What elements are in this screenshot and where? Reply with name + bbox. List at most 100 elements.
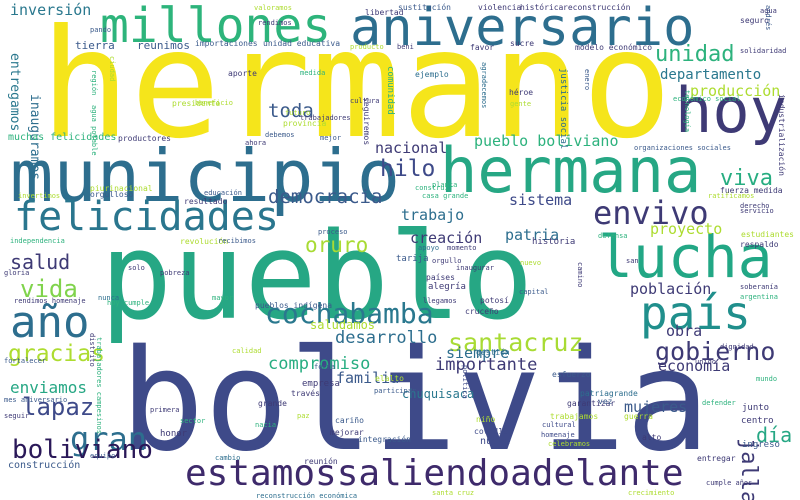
word-estudiantes: estudiantes: [741, 230, 794, 239]
word-cultural: cultural: [542, 421, 576, 429]
word-agua: agua: [760, 7, 777, 15]
word-mundo: mundo: [756, 375, 778, 383]
word-seguir: seguir: [4, 412, 30, 420]
word-viva: viva: [720, 166, 773, 191]
word-construir: construir: [415, 184, 453, 192]
word-pueblos-indígena: pueblos indígena: [255, 301, 333, 310]
word-vida: vida: [20, 275, 78, 303]
word-capital: capital: [519, 288, 549, 296]
word-población: población: [630, 280, 712, 298]
word-esfuerzo: esfuerzo: [552, 370, 591, 379]
word-vez: vez: [598, 397, 613, 406]
word-cochabamba: cochabamba: [265, 297, 434, 330]
word-paz: paz: [297, 412, 310, 420]
word-pueblo-boliviano: pueblo boliviano: [474, 132, 619, 150]
word-debemos: debemos: [265, 131, 295, 139]
word-familia: familia: [336, 369, 400, 387]
word-bolivia: bolivia: [120, 320, 711, 483]
word-nacional: nacional: [375, 139, 448, 157]
word-unidad-educativa: unidad educativa: [263, 39, 341, 48]
word-gran: gran: [70, 420, 148, 458]
word-ingreso: ingreso: [742, 440, 780, 450]
word-estamossaliendoadelante: estamossaliendoadelante: [185, 453, 684, 494]
word-defender: defender: [702, 399, 736, 407]
word-san: san: [626, 257, 639, 265]
word-hoy: hoy: [675, 74, 787, 147]
word-sustitución: sustitución: [398, 3, 451, 12]
word-envivo: envivo: [593, 194, 709, 232]
word-aniversario: aniversario: [350, 0, 695, 58]
word-reunión: reunión: [304, 457, 338, 466]
word-dignidad: dignidad: [720, 343, 754, 351]
word-país: país: [640, 286, 751, 340]
word-rendimos: rendimos: [258, 19, 292, 27]
word-año: año: [10, 297, 90, 348]
word-política: política: [461, 365, 469, 399]
word-cumple-años: cumple años: [706, 479, 753, 487]
word-nueva: nueva: [480, 436, 511, 447]
word-solidaridad: solidaridad: [740, 47, 787, 55]
word-derecho: derecho: [740, 202, 770, 210]
word-servicio: servicio: [740, 207, 774, 215]
word-desarrollo: desarrollo: [335, 328, 438, 348]
word-libertad: libertad: [365, 8, 404, 17]
word-ejemplo: ejemplo: [415, 70, 449, 79]
word-departamento: departamento: [660, 67, 762, 83]
word-soberanía: soberanía: [740, 283, 778, 291]
word-participar: participar: [374, 387, 417, 395]
word-hermana: hermana: [440, 134, 702, 207]
word-orgullo: orgullo: [432, 257, 462, 265]
word-región: región: [90, 70, 98, 96]
word-historia: historia: [532, 237, 576, 247]
word-calidad: calidad: [232, 347, 262, 355]
word-importaciones: importaciones: [195, 39, 258, 48]
word-niño: niño: [476, 415, 496, 424]
word-solo: solo: [128, 264, 145, 272]
word-empresa: empresa: [302, 379, 340, 389]
word-pueblo: pueblo: [100, 208, 534, 347]
word-mejorar: mejorar: [330, 428, 364, 437]
word-santacruz: santacruz: [448, 328, 584, 357]
word-trabajamos: trabajamos: [550, 412, 599, 421]
word-potosí: potosí: [480, 296, 509, 305]
word-economía: economía: [658, 357, 731, 375]
word-salud: salud: [10, 250, 71, 274]
word-toda: toda: [268, 100, 314, 122]
word-celebramos: celebramos: [548, 440, 591, 448]
word-momento: momento: [447, 244, 477, 252]
word-violencia: violencia: [478, 3, 522, 12]
word-compromiso: compromiso: [268, 354, 371, 374]
word-entregar: entregar: [697, 454, 736, 463]
word-trabajadores: trabajadores: [300, 114, 351, 122]
word-enero: enero: [583, 69, 591, 91]
word-comunidad: comunidad: [385, 66, 395, 115]
word-alegría: alegría: [428, 282, 466, 292]
word-ciudad: ciudad: [108, 56, 116, 82]
word-hilo: hilo: [380, 156, 436, 182]
word-gobierno: gobierno: [655, 337, 776, 366]
word-importante: importante: [435, 355, 538, 375]
word-cruceño: cruceño: [465, 307, 499, 316]
word-guerra: guerra: [624, 412, 653, 421]
word-cariño: cariño: [335, 416, 364, 425]
word-inversión: inversión: [10, 1, 92, 19]
word-día: día: [756, 423, 793, 447]
word-reconstrucción-económica: reconstrucción económica: [256, 492, 358, 500]
word-mujeres: mujeres: [624, 398, 688, 416]
word-justicia-social: justicia social: [558, 68, 568, 150]
word-garantizar: garantizar: [567, 399, 616, 408]
word-producto: producto: [350, 43, 384, 51]
word-junto: junto: [742, 403, 770, 413]
word-saludamos: saludamos: [310, 318, 376, 332]
word-pobreza: pobreza: [160, 269, 190, 277]
word-producción: producción: [690, 82, 781, 100]
word-futuro: futuro: [285, 109, 311, 117]
word-hermano: hermano: [40, 0, 673, 172]
word-revolución: revolución: [180, 237, 229, 246]
word-patriagrande: patriagrande: [580, 389, 638, 398]
word-defensa: defensa: [598, 232, 628, 240]
word-sector: sector: [180, 417, 206, 425]
word-inaugurar: inaugurar: [456, 264, 494, 272]
word-respaldo: respaldo: [740, 240, 779, 249]
